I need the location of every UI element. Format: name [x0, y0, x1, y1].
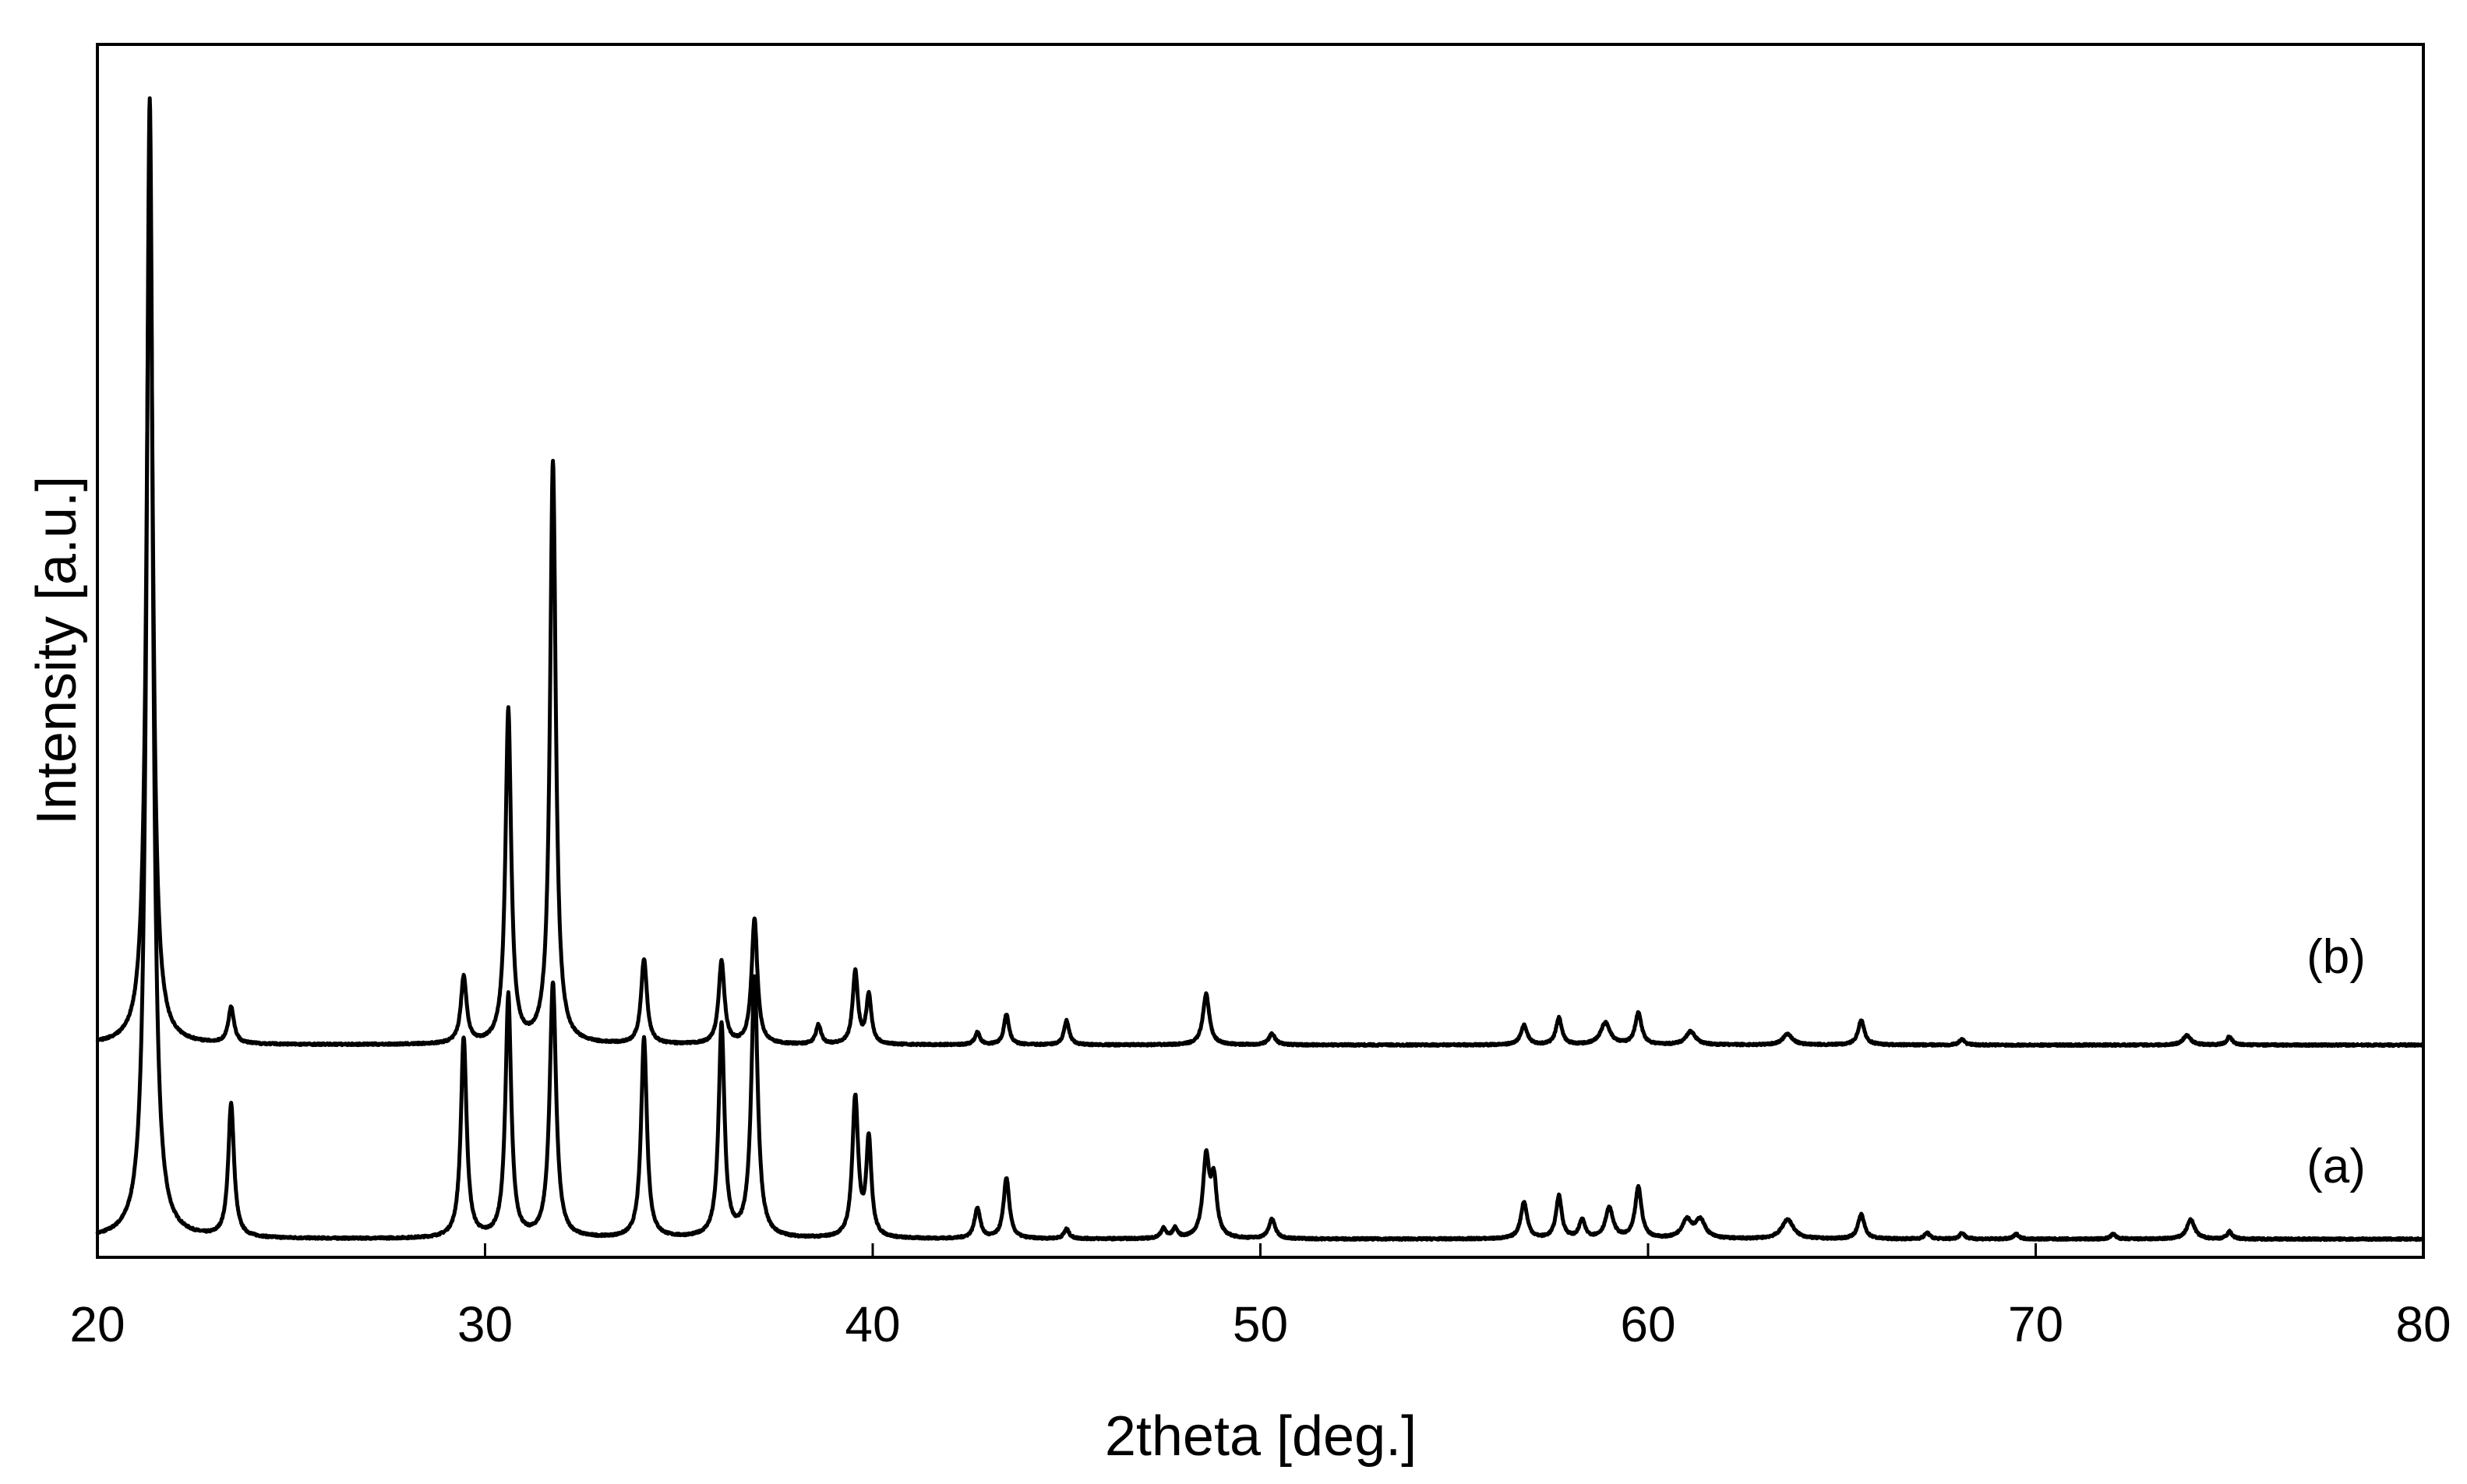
x-tick-label: 20: [69, 1296, 125, 1352]
x-tick-label: 80: [2395, 1296, 2451, 1352]
series-label-b: (b): [2306, 930, 2366, 984]
x-axis-label: 2theta [deg.]: [1105, 1405, 1417, 1468]
x-tick-label: 30: [457, 1296, 513, 1352]
plot-frame: [96, 43, 2425, 1259]
series-label-a: (a): [2306, 1140, 2366, 1193]
x-tick-label: 40: [845, 1296, 900, 1352]
series-line-b: [95, 169, 2425, 1049]
series-line-a: [95, 96, 2426, 1243]
x-tick-label: 70: [2008, 1296, 2063, 1352]
x-tick-label: 50: [1233, 1296, 1288, 1352]
x-tick-label: 60: [1620, 1296, 1675, 1352]
x-ticks-layer: 20 30 40 50 60 70 80: [69, 1243, 2451, 1352]
curves-layer: [95, 96, 2426, 1243]
y-axis-label: Intensity [a.u.]: [26, 476, 88, 825]
